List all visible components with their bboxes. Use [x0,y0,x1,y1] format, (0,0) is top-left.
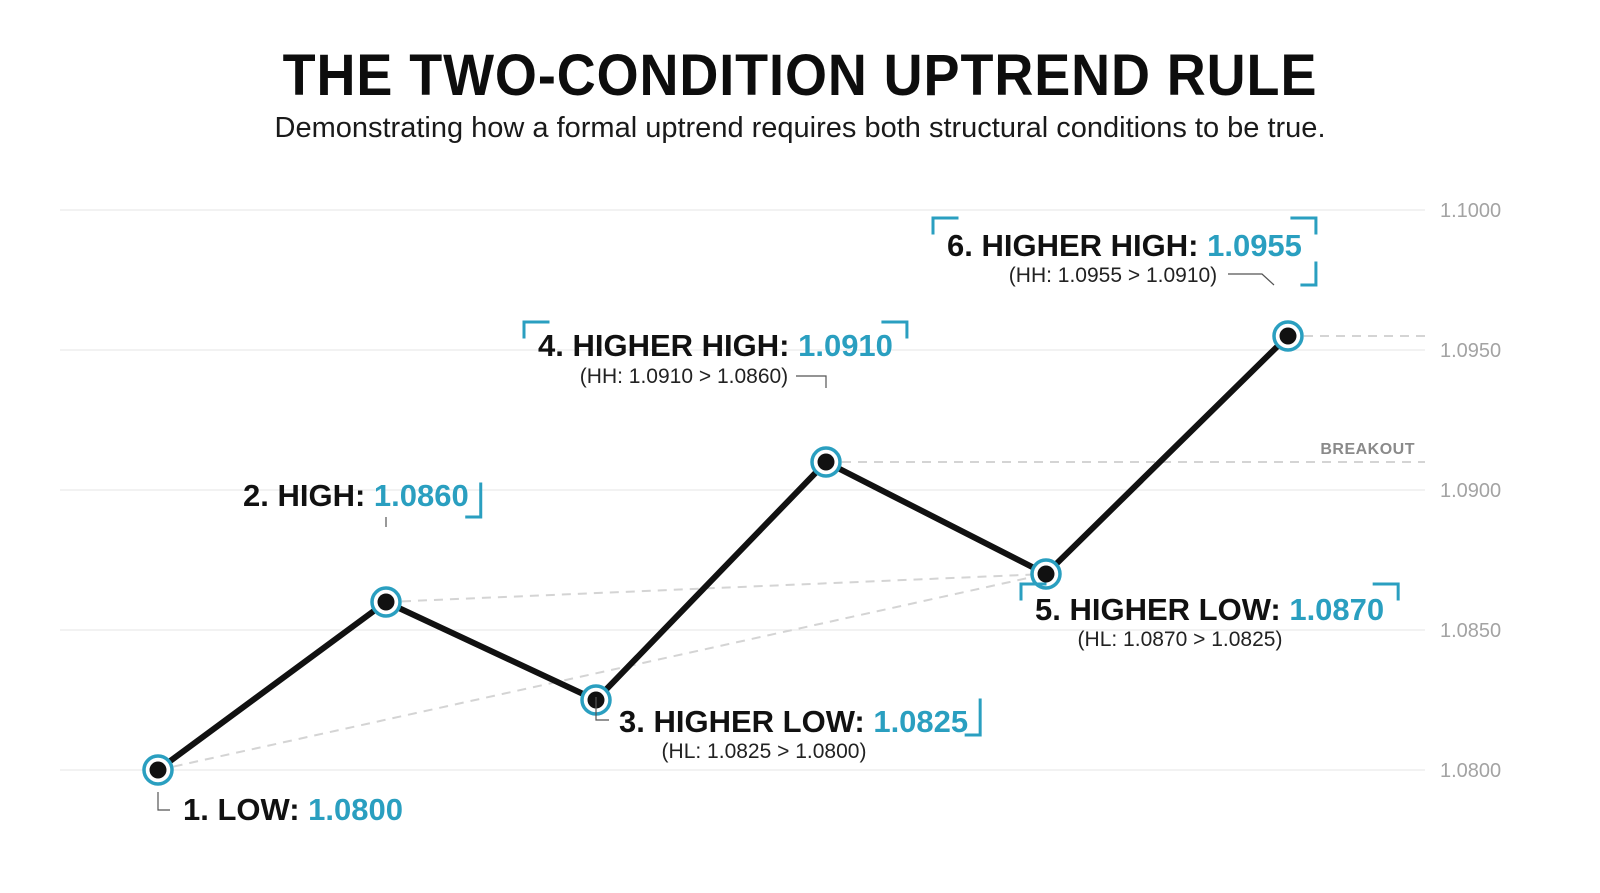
pivot-marker [1037,565,1055,583]
accent-bracket [1019,582,1047,601]
point-label-prefix: 3. HIGHER LOW: [619,704,873,739]
y-tick-label: 1.1000 [1440,200,1501,222]
breakout-label: BREAKOUT [1320,441,1415,458]
condition-note: (HH: 1.0910 > 1.0860) [580,365,788,388]
leader-line [595,697,609,721]
chart-title: THE TWO-CONDITION UPTREND RULE [282,43,1318,108]
accent-bracket [465,482,483,519]
point-label: 5. HIGHER LOW: 1.0870 [1035,592,1384,627]
point-label: 6. HIGHER HIGH: 1.0955 [947,228,1302,263]
accent-bracket [931,216,959,235]
high-to-low-guide [385,573,1047,603]
point-label-prefix: 2. HIGH: [243,478,374,513]
pivot-marker [817,453,835,471]
y-tick-label: 1.0950 [1440,340,1501,362]
accent-bracket [522,320,550,339]
point-label: 4. HIGHER HIGH: 1.0910 [538,328,893,363]
pivot-marker [377,593,395,611]
point-label-value: 1.0860 [374,478,469,513]
leader-line [796,375,827,388]
point-label-prefix: 5. HIGHER LOW: [1035,592,1289,627]
accent-bracket [881,320,909,339]
chart-subtitle: Demonstrating how a formal uptrend requi… [274,112,1326,144]
point-label: 2. HIGH: 1.0860 [243,478,469,513]
point-label-value: 1.0910 [798,328,893,363]
accent-bracket [1372,582,1400,601]
leader-line [1228,273,1275,286]
accent-bracket [1300,261,1318,287]
condition-note: (HL: 1.0870 > 1.0825) [1078,628,1283,651]
pivot-marker [149,761,167,779]
point-label-value: 1.0800 [308,792,403,827]
point-label: 1. LOW: 1.0800 [183,792,403,827]
y-tick-label: 1.0800 [1440,760,1501,782]
point-label-value: 1.0870 [1289,592,1384,627]
point-label-value: 1.0825 [873,704,968,739]
point-label-prefix: 4. HIGHER HIGH: [538,328,798,363]
accent-bracket [964,698,982,737]
point-label: 3. HIGHER LOW: 1.0825 [619,704,968,739]
condition-note: (HL: 1.0825 > 1.0800) [662,740,867,763]
y-tick-label: 1.0850 [1440,620,1501,642]
point-label-prefix: 1. LOW: [183,792,308,827]
low-trend-guide [157,573,1047,771]
price-line [155,333,1291,773]
condition-note: (HH: 1.0955 > 1.0910) [1009,264,1217,287]
point-label-prefix: 6. HIGHER HIGH: [947,228,1207,263]
accent-bracket [1290,216,1318,235]
point-label-value: 1.0955 [1207,228,1302,263]
leader-line [157,792,170,811]
y-tick-label: 1.0900 [1440,480,1501,502]
pivot-marker [1279,327,1297,345]
